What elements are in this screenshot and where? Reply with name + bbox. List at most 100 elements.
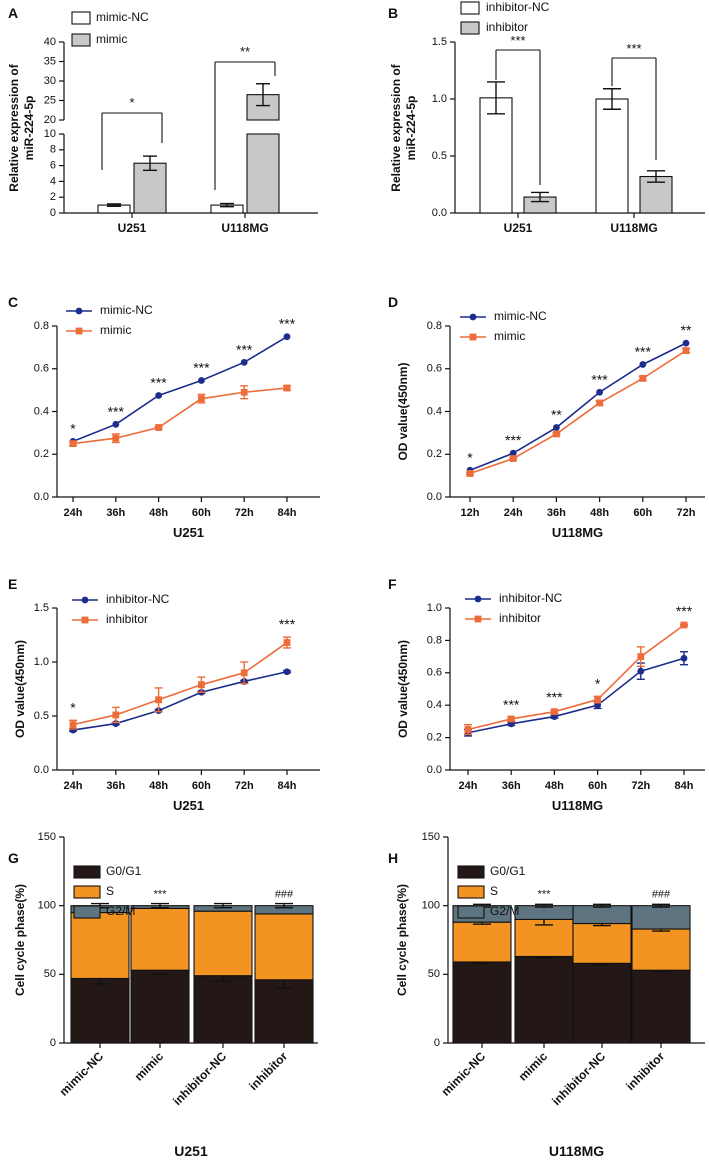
panel-a-legend-swatch — [71, 11, 91, 25]
panel-g-x-tick-label: mimic-NC — [57, 1049, 107, 1099]
panel-f-legend-marker — [474, 615, 482, 623]
panel-b-error-bar — [647, 170, 665, 183]
panel-d-x-tick-label: 60h — [633, 507, 652, 519]
panel-h-ytick-label: 100 — [422, 900, 440, 912]
panel-h-y-label: Cell cycle phase(%) — [395, 884, 409, 996]
panel-c-ytick-label: 0.2 — [34, 448, 49, 460]
panel-c-x-tick-label: 48h — [149, 507, 168, 519]
panel-a-bar — [246, 133, 280, 214]
panel-g-error-bar — [214, 902, 232, 909]
panel-f-legend-label: inhibitor-NC — [499, 591, 563, 605]
panel-g-stack-segment — [193, 975, 253, 1044]
panel-f-significance-label: *** — [503, 696, 520, 712]
panel-f-x-tick-label: 60h — [588, 780, 607, 792]
panel-a-significance-label: ** — [240, 44, 250, 59]
panel-a-ytick-label: 10 — [44, 128, 56, 140]
panel-f-data-point — [551, 708, 558, 716]
panel-f-y-label: OD value(450nm) — [396, 640, 410, 738]
panel-c-ytick-label: 0.4 — [34, 405, 49, 417]
panel-b-error-bar — [487, 81, 505, 115]
panel-f-data-point — [507, 715, 515, 723]
panel-g-legend-swatch — [73, 885, 101, 899]
panel-h-x-label: U118MG — [549, 1143, 604, 1159]
panel-a-error-bar — [220, 202, 234, 208]
panel-c-x-tick-label: 60h — [192, 507, 211, 519]
panel-b-significance-label: *** — [626, 41, 641, 56]
panel-f-ytick-label: 0.0 — [427, 764, 442, 776]
panel-g-legend-label: G2/M — [106, 904, 135, 918]
panel-d-data-point — [639, 374, 647, 382]
panel-letter-d: D — [388, 294, 398, 310]
panel-d-significance-label: ** — [681, 322, 692, 338]
panel-c-legend-marker — [75, 327, 83, 335]
panel-c-data-point — [112, 434, 120, 442]
panel-a-significance-bracket — [214, 61, 276, 190]
panel-g-legend-swatch — [73, 905, 101, 919]
panel-c-x-tick-label: 24h — [64, 507, 83, 519]
panel-f-x-tick-label: 84h — [675, 780, 694, 792]
panel-b-x-tick-label: U251 — [504, 221, 533, 235]
panel-d-significance-label: * — [467, 449, 473, 465]
panel-c-significance-label: *** — [279, 316, 296, 332]
panel-e-significance-label: * — [70, 699, 76, 715]
panel-b-ytick-label: 0.0 — [432, 207, 447, 219]
panel-f-data-point — [637, 653, 645, 660]
panel-h-ytick-label: 50 — [428, 968, 440, 980]
panel-g-ytick-label: 100 — [38, 900, 56, 912]
panel-d-x-tick-label: 72h — [677, 507, 696, 519]
panel-c-data-point — [283, 333, 291, 341]
panel-f-significance-label: *** — [676, 603, 693, 619]
panel-e-data-point — [198, 681, 205, 689]
panel-g-stack-segment — [254, 913, 314, 981]
panel-e-x-tick-label: 60h — [192, 780, 211, 792]
panel-c-data-point — [240, 358, 248, 366]
panel-f-significance-label: *** — [546, 689, 563, 705]
panel-d-ytick-label: 0.6 — [427, 363, 442, 375]
panel-a-legend-label: mimic — [96, 32, 127, 46]
panel-letter-a: A — [8, 5, 18, 21]
panel-d-x-tick-label: 24h — [504, 507, 523, 519]
panel-a-y-label-line2: miR-224-5p — [22, 96, 36, 161]
panel-a-ytick-label: 35 — [44, 55, 56, 67]
panel-e-data-point — [112, 711, 120, 719]
panel-e-ytick-label: 1.0 — [34, 656, 49, 668]
panel-d-data-point — [553, 430, 560, 438]
panel-b-ytick-label: 1.0 — [432, 93, 447, 105]
panel-c-series-line — [72, 336, 288, 443]
panel-a-bar — [133, 162, 167, 214]
panel-c-data-point — [112, 420, 120, 428]
panel-e-significance-label: *** — [279, 616, 296, 632]
panel-a-legend-swatch — [71, 33, 91, 47]
panel-c-x-tick-label: 72h — [235, 507, 254, 519]
panel-g-y-label: Cell cycle phase(%) — [13, 884, 27, 996]
panel-f-data-point — [594, 701, 601, 709]
panel-d-data-point — [639, 361, 647, 368]
panel-h-x-tick-label: inhibitor-NC — [549, 1049, 608, 1108]
panel-d-x-tick-label: 48h — [590, 507, 609, 519]
panel-c-legend-label: mimic-NC — [100, 303, 153, 317]
panel-g-stack-segment — [254, 979, 314, 1044]
panel-b-ytick-label: 0.5 — [432, 150, 447, 162]
panel-h-stack-segment — [452, 961, 512, 1044]
panel-g-stack-segment — [130, 907, 190, 971]
panel-d-y-label: OD value(450nm) — [396, 362, 410, 460]
panel-f-ytick-label: 0.2 — [427, 732, 442, 744]
panel-b-significance-label: *** — [510, 33, 525, 48]
panel-g-ytick-label: 0 — [50, 1037, 56, 1049]
panel-f-x-tick-label: 24h — [459, 780, 478, 792]
panel-b-legend-label: inhibitor — [486, 20, 528, 34]
panel-a-ytick-label: 6 — [50, 160, 56, 172]
panel-f-x-tick-label: 36h — [502, 780, 521, 792]
panel-h-legend-swatch — [457, 885, 485, 899]
panel-h-significance-label: ### — [652, 889, 671, 901]
panel-d-data-point — [682, 339, 690, 347]
panel-d-legend-label: mimic-NC — [494, 309, 547, 323]
panel-d-significance-label: *** — [591, 371, 608, 387]
panel-c-data-point — [69, 440, 77, 447]
panel-e-ytick-label: 0.5 — [34, 710, 49, 722]
panel-e-x-tick-label: 24h — [64, 780, 83, 792]
panel-h-stack-segment — [631, 905, 691, 930]
panel-c-ytick-label: 0.0 — [34, 491, 49, 503]
panel-g-significance-label: *** — [154, 889, 168, 901]
panel-d-data-point — [553, 424, 560, 431]
